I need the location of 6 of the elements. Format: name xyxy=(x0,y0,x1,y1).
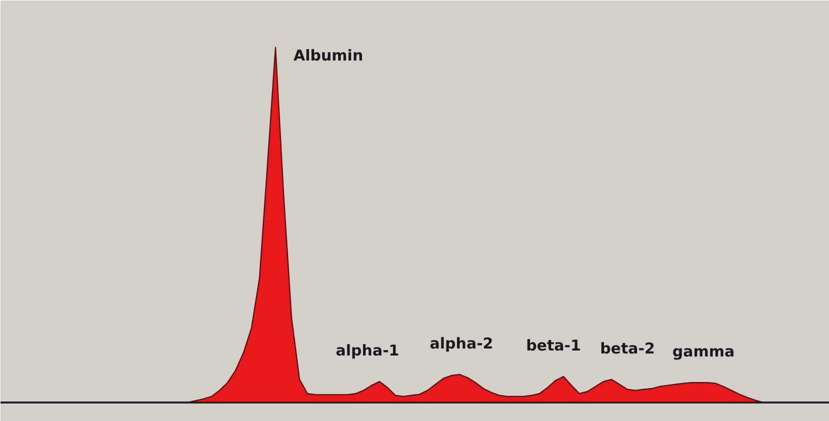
annotation: alpha-1 xyxy=(336,342,400,360)
annotation: Albumin xyxy=(294,46,364,64)
annotation: beta-2 xyxy=(600,339,655,358)
annotation: alpha-2 xyxy=(430,334,494,352)
annotation: gamma xyxy=(672,342,735,361)
annotation: beta-1 xyxy=(526,336,581,355)
